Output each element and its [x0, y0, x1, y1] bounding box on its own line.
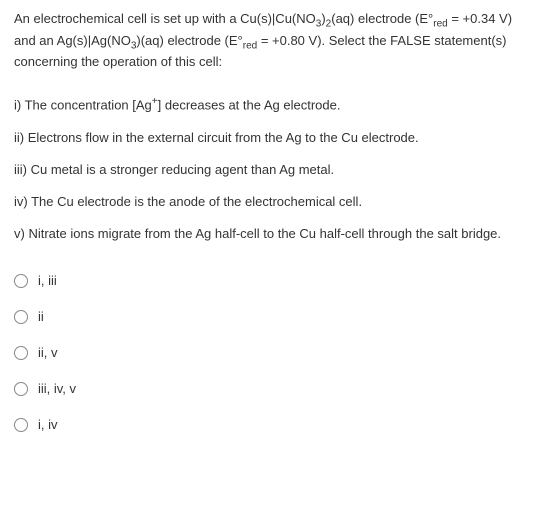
option-5[interactable]: i, iv — [14, 416, 518, 434]
statement-iv: iv) The Cu electrode is the anode of the… — [14, 193, 518, 211]
option-label: i, iii — [38, 272, 57, 290]
statement-text: i) The concentration [Ag — [14, 98, 152, 113]
option-1[interactable]: i, iii — [14, 272, 518, 290]
radio-icon — [14, 418, 28, 432]
subscript: red — [243, 40, 257, 51]
statements-block: i) The concentration [Ag+] decreases at … — [14, 95, 518, 243]
option-2[interactable]: ii — [14, 308, 518, 326]
statement-ii: ii) Electrons flow in the external circu… — [14, 129, 518, 147]
statement-i: i) The concentration [Ag+] decreases at … — [14, 95, 518, 115]
subscript: red — [433, 19, 447, 30]
option-3[interactable]: ii, v — [14, 344, 518, 362]
radio-icon — [14, 310, 28, 324]
option-label: iii, iv, v — [38, 380, 76, 398]
option-label: ii — [38, 308, 44, 326]
statement-text: ] decreases at the Ag electrode. — [158, 98, 341, 113]
prompt-text: )(aq) electrode (E° — [136, 33, 242, 48]
option-4[interactable]: iii, iv, v — [14, 380, 518, 398]
options-group: i, iii ii ii, v iii, iv, v i, iv — [14, 272, 518, 435]
radio-icon — [14, 382, 28, 396]
option-label: i, iv — [38, 416, 58, 434]
prompt-text: (aq) electrode (E° — [331, 11, 433, 26]
prompt-text: An electrochemical cell is set up with a… — [14, 11, 316, 26]
question-prompt: An electrochemical cell is set up with a… — [14, 10, 518, 71]
statement-iii: iii) Cu metal is a stronger reducing age… — [14, 161, 518, 179]
statement-v: v) Nitrate ions migrate from the Ag half… — [14, 225, 518, 243]
radio-icon — [14, 274, 28, 288]
option-label: ii, v — [38, 344, 58, 362]
radio-icon — [14, 346, 28, 360]
